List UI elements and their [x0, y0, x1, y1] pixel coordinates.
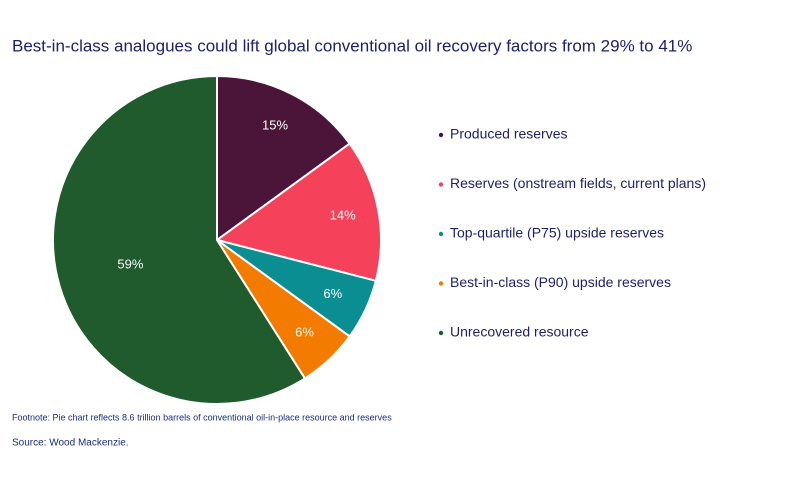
pie-slice — [216, 74, 352, 242]
data-label: 59% — [117, 257, 143, 272]
legend-label: Unrecovered resource — [450, 324, 589, 340]
legend-marker — [438, 231, 444, 237]
data-label: 15% — [262, 117, 288, 132]
footnote: Footnote: Pie chart reflects 8.6 trillio… — [12, 412, 392, 422]
legend-label: Reserves (onstream fields, current plans… — [450, 175, 706, 191]
data-label: 6% — [323, 286, 342, 301]
data-label: 6% — [295, 325, 314, 340]
legend-marker — [438, 281, 444, 286]
pie-slice — [52, 74, 307, 405]
legend-label: Produced reserves — [450, 126, 568, 142]
legend-label: Best-in-class (P90) upside reserves — [450, 274, 671, 290]
pie-slice — [214, 142, 382, 283]
legend-marker — [438, 330, 444, 336]
data-label: 14% — [330, 207, 356, 222]
source: Source: Wood Mackenzie. — [12, 438, 129, 449]
legend-label: Top-quartile (P75) upside reserves — [450, 225, 664, 241]
legend-marker — [438, 182, 444, 187]
chart-title: Best-in-class analogues could lift globa… — [12, 36, 692, 55]
legend-marker — [438, 132, 444, 138]
